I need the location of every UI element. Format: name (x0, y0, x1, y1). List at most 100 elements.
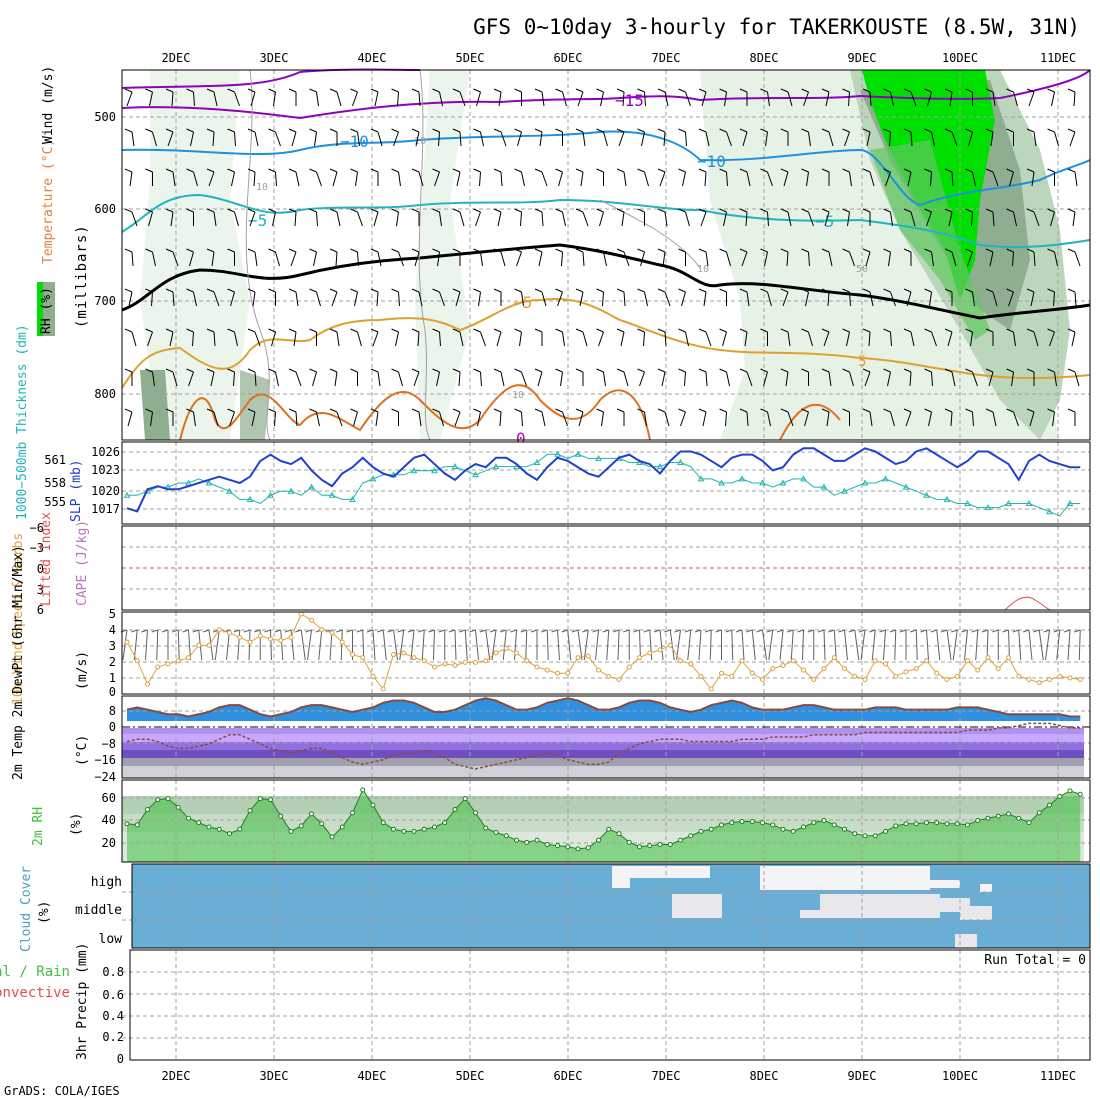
upper-barb-6-6 (254, 331, 261, 347)
barb10m-staff-51 (649, 629, 653, 661)
wind-point-2 (145, 681, 150, 687)
barb10m-staff-80 (946, 629, 952, 661)
upper-barb-flag-4-10 (329, 248, 338, 253)
barb10m-flag-49 (623, 629, 630, 633)
barb10m-flag-24 (366, 629, 374, 633)
upper-barb-1-44 (1033, 131, 1037, 147)
upper-barb-flag-4-6 (247, 248, 256, 253)
bottom-date-axis: 2DEC 3DEC 4DEC 5DEC 6DEC 7DEC 8DEC 9DEC … (162, 1069, 1077, 1083)
barb10m-flag-45 (582, 629, 589, 633)
slp-tick-1020: 1020 (91, 484, 120, 498)
upper-barb-flag-6-23 (596, 328, 604, 333)
upper-barb-flag-6-34 (821, 328, 830, 333)
upper-barb-flag-4-35 (842, 248, 850, 253)
date-bottom-3: 5DEC (456, 1069, 485, 1083)
barb10m-staff-5 (177, 629, 180, 661)
upper-barb-flag-0-31 (760, 88, 768, 93)
wind-point-61 (749, 670, 755, 676)
upper-barb-8-16 (454, 411, 461, 427)
wind-point-10 (227, 630, 232, 636)
wind-point-36 (493, 650, 499, 656)
upper-barb-flag-7-17 (473, 368, 481, 373)
upper-barb-flag-4-28 (698, 248, 707, 253)
wind-point-59 (729, 673, 735, 679)
label-rh2m: 2m RH (31, 807, 46, 846)
rh-point-19 (319, 821, 325, 827)
barb10m-flag-36 (489, 629, 497, 633)
upper-barb-6-35 (846, 331, 850, 347)
upper-barb-flag-1-46 (1067, 128, 1076, 133)
rh-point-26 (391, 826, 396, 832)
upper-barb-1-7 (275, 131, 281, 147)
upper-barb-1-2 (167, 131, 174, 147)
upper-barb-flag-1-12 (370, 128, 379, 133)
upper-barb-3-10 (336, 211, 341, 227)
rh-point-2 (145, 807, 150, 813)
barb10m-staff-50 (639, 629, 641, 661)
upper-barb-flag-2-9 (309, 168, 317, 173)
rh-point-41 (544, 842, 550, 848)
rh-point-88 (1026, 820, 1032, 826)
label-precip-unit: 3hr Precip (mm) (75, 943, 90, 1060)
upper-barb-flag-6-1 (145, 328, 153, 333)
cape-li-blip (1004, 596, 1051, 611)
upper-barb-flag-8-9 (309, 408, 317, 413)
upper-barb-flag-7-2 (165, 368, 174, 373)
barb10m-staff-24 (372, 629, 376, 661)
upper-barb-7-25 (639, 371, 645, 387)
upper-barb-0-22 (577, 91, 584, 107)
upper-barb-2-19 (521, 171, 525, 187)
upper-barb-flag-8-32 (780, 408, 789, 413)
upper-barb-flag-1-18 (493, 128, 502, 133)
rh-point-58 (719, 822, 724, 828)
upper-barb-3-6 (249, 211, 256, 227)
barb10m-staff-79 (936, 629, 941, 661)
upper-barb-1-12 (377, 131, 383, 147)
upper-barb-8-15 (439, 411, 444, 427)
upper-barb-0-11 (352, 91, 358, 107)
upper-barb-7-46 (1074, 371, 1080, 387)
barb10m-flag-83 (971, 629, 978, 633)
upper-barb-6-4 (213, 331, 216, 347)
barb10m-staff-17 (300, 629, 306, 661)
barb10m-flag-43 (561, 629, 568, 633)
upper-barb-3-28 (700, 211, 707, 227)
upper-barb-flag-6-6 (247, 328, 256, 333)
upper-barb-7-37 (887, 371, 891, 387)
dewpt2m-line (126, 722, 1081, 770)
upper-barb-7-15 (436, 371, 440, 387)
upper-barb-flag-7-34 (821, 368, 830, 373)
upper-barb-6-1 (147, 331, 153, 347)
upper-barb-flag-5-9 (309, 288, 317, 293)
upper-barb-flag-5-8 (288, 288, 297, 293)
upper-barb-flag-4-27 (678, 248, 686, 253)
precip-tick-04: 0.4 (102, 1009, 124, 1023)
upper-barb-flag-6-0 (124, 328, 133, 333)
rh-point-67 (811, 820, 817, 826)
upper-barb-2-25 (644, 171, 649, 187)
wind-point-74 (883, 661, 888, 667)
cape-panel: −6 −3 0 3 6 Lifted Index CAPE (J/kg) (30, 512, 1091, 617)
upper-barb-4-29 (726, 251, 731, 267)
rh-point-37 (503, 833, 509, 839)
upper-barb-6-10 (336, 331, 340, 347)
upper-barb-flag-2-3 (186, 168, 194, 173)
wind-point-50 (637, 655, 642, 661)
wind-point-79 (934, 670, 940, 676)
upper-barb-flag-4-43 (1006, 248, 1014, 253)
upper-barb-flag-7-38 (903, 368, 912, 373)
upper-barb-flag-4-36 (862, 248, 871, 253)
date-top-8: 10DEC (942, 51, 978, 65)
upper-barb-3-26 (664, 211, 668, 227)
upper-barb-8-29 (725, 411, 727, 427)
upper-barb-flag-3-23 (596, 208, 604, 213)
barb10m-staff-92 (1067, 629, 1071, 661)
upper-barb-7-31 (763, 371, 768, 387)
upper-barb-flag-3-44 (1026, 208, 1035, 213)
upper-barb-7-8 (295, 371, 302, 387)
wind-point-56 (698, 673, 704, 679)
contour-5 (121, 298, 1091, 389)
rh-point-45 (585, 845, 591, 851)
thickness-point-84 (984, 504, 992, 511)
upper-barb-flag-3-30 (739, 208, 748, 213)
